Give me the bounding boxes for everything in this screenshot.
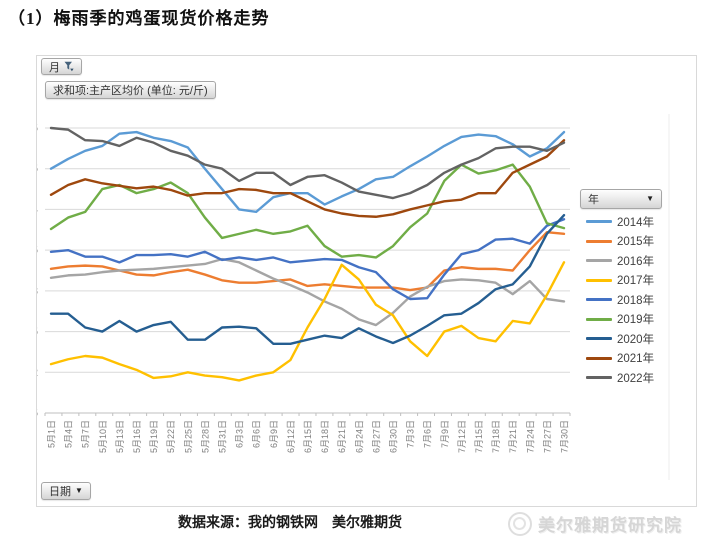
x-axis-tick-label: 6月21日 — [337, 420, 347, 453]
x-axis-tick-label: 5月22日 — [166, 420, 176, 453]
legend-item: 2014年 — [586, 212, 654, 232]
legend-item: 2022年 — [586, 368, 654, 388]
filter-funnel-icon — [64, 61, 74, 72]
date-field-button[interactable]: 日期 ▼ — [41, 482, 91, 500]
x-axis-tick-label: 7月27日 — [542, 420, 552, 453]
legend-label: 2020年 — [617, 333, 655, 346]
x-axis-tick-label: 5月28日 — [200, 420, 210, 453]
month-filter-button[interactable]: 月 — [41, 58, 82, 75]
page-title: （1）梅雨季的鸡蛋现货价格走势 — [8, 9, 270, 28]
legend-swatch — [586, 337, 612, 341]
x-axis-tick-label: 5月31日 — [218, 420, 228, 453]
legend-label: 2021年 — [617, 353, 655, 366]
x-axis-tick-label: 6月27日 — [371, 420, 381, 453]
series-line-2021年 — [49, 139, 566, 218]
legend-item: 2020年 — [586, 329, 654, 349]
x-axis-tick-label: 5月16日 — [132, 420, 142, 453]
y-axis-tick-label: 4 — [37, 204, 38, 216]
legend-label: 2018年 — [617, 294, 655, 307]
legend-label: 2019年 — [617, 314, 655, 327]
legend-label: 2015年 — [617, 236, 655, 249]
series-line-2017年 — [49, 261, 566, 382]
year-filter-button[interactable]: 年 ▼ — [580, 189, 662, 209]
x-axis-tick-label: 5月10日 — [98, 420, 108, 453]
y-axis-tick-label: 1.5 — [37, 408, 38, 420]
legend-item: 2017年 — [586, 271, 654, 291]
y-axis-tick-label: 2 — [37, 367, 38, 379]
x-axis-tick-label: 7月18日 — [491, 420, 501, 453]
legend-item: 2015年 — [586, 232, 654, 252]
legend-swatch — [586, 376, 612, 380]
legend-item: 2016年 — [586, 251, 654, 271]
x-axis-tick-label: 7月15日 — [474, 420, 484, 453]
series-line-2016年 — [49, 257, 566, 327]
month-filter-label: 月 — [49, 61, 60, 74]
watermark-text: 美尔雅期货研究院 — [538, 516, 682, 535]
chevron-down-icon: ▼ — [646, 194, 654, 203]
legend-swatch — [586, 259, 612, 263]
value-field-button[interactable]: 求和项:主产区均价 (单位: 元/斤) — [45, 81, 216, 99]
x-axis-tick-label: 6月12日 — [286, 420, 296, 453]
data-source-text: 数据来源：我的钢铁网 美尔雅期货 — [178, 514, 402, 530]
y-axis-tick-label: 4.5 — [37, 163, 38, 175]
legend-swatch — [586, 317, 612, 321]
y-axis-tick-label: 3.5 — [37, 245, 38, 257]
legend-swatch — [586, 278, 612, 282]
brand-logo-icon — [508, 511, 532, 536]
series-line-2019年 — [49, 163, 566, 259]
x-axis-tick-label: 7月12日 — [457, 420, 467, 453]
legend-label: 2022年 — [617, 372, 655, 385]
x-axis-tick-label: 7月21日 — [508, 420, 518, 453]
pivot-chart: 1.5 2 2.5 3 3.5 4 4.5 5 5月1日 5月4日 5月7日 5月10日 5月13日 5月… — [36, 55, 697, 507]
legend-item: 2019年 — [586, 310, 654, 330]
x-axis-tick-label: 7月6日 — [423, 420, 433, 448]
value-field-label: 求和项:主产区均价 (单位: 元/斤) — [53, 85, 208, 97]
x-axis-tick-label: 5月13日 — [115, 420, 125, 453]
series-line-2014年 — [49, 130, 566, 214]
x-axis-tick-label: 5月19日 — [149, 420, 159, 453]
series-line-2018年 — [49, 217, 566, 301]
x-axis-tick-label: 5月25日 — [183, 420, 193, 453]
x-axis-tick-label: 5月4日 — [64, 420, 74, 448]
series-line-2015年 — [49, 231, 566, 292]
x-axis-tick-label: 7月9日 — [440, 420, 450, 448]
x-axis-tick-label: 6月3日 — [235, 420, 245, 448]
legend-swatch — [586, 220, 612, 224]
y-axis-tick-label: 3 — [37, 285, 38, 297]
year-filter-label: 年 — [588, 194, 599, 206]
legend-swatch — [586, 298, 612, 302]
legend-swatch — [586, 356, 612, 360]
date-field-label: 日期 — [49, 486, 71, 498]
legend-item: 2018年 — [586, 290, 654, 310]
x-axis-tick-label: 6月6日 — [252, 420, 262, 448]
legend-label: 2014年 — [617, 216, 655, 229]
line-chart-plot: 1.5 2 2.5 3 3.5 4 4.5 5 5月1日 5月4日 5月7日 5月10日 5月13日 5月… — [37, 114, 670, 480]
x-axis-tick-label: 5月7日 — [81, 420, 91, 448]
x-axis-tick-label: 5月1日 — [47, 420, 57, 448]
chevron-down-icon: ▼ — [75, 486, 83, 495]
x-axis-tick-label: 7月30日 — [560, 420, 570, 453]
y-axis-tick-label: 5 — [37, 123, 38, 135]
x-axis-tick-label: 6月15日 — [303, 420, 313, 453]
brand-watermark: 美尔雅期货研究院 — [508, 511, 682, 536]
series-line-2022年 — [49, 126, 566, 200]
legend-item: 2021年 — [586, 349, 654, 369]
x-axis-tick-label: 7月24日 — [525, 420, 535, 453]
legend-label: 2016年 — [617, 255, 655, 268]
x-axis-tick-label: 6月24日 — [354, 420, 364, 453]
legend-label: 2017年 — [617, 275, 655, 288]
x-axis-tick-label: 6月9日 — [269, 420, 279, 448]
x-axis-tick-label: 6月30日 — [389, 420, 399, 453]
x-axis-tick-label: 7月3日 — [406, 420, 416, 448]
series-line-2020年 — [49, 213, 566, 345]
legend-swatch — [586, 239, 612, 243]
y-axis-tick-label: 2.5 — [37, 326, 38, 338]
x-axis-tick-label: 6月18日 — [320, 420, 330, 453]
chart-legend: 2014年 2015年 2016年 2017年 2018年 2019年 2020年 2021年… — [586, 212, 654, 388]
